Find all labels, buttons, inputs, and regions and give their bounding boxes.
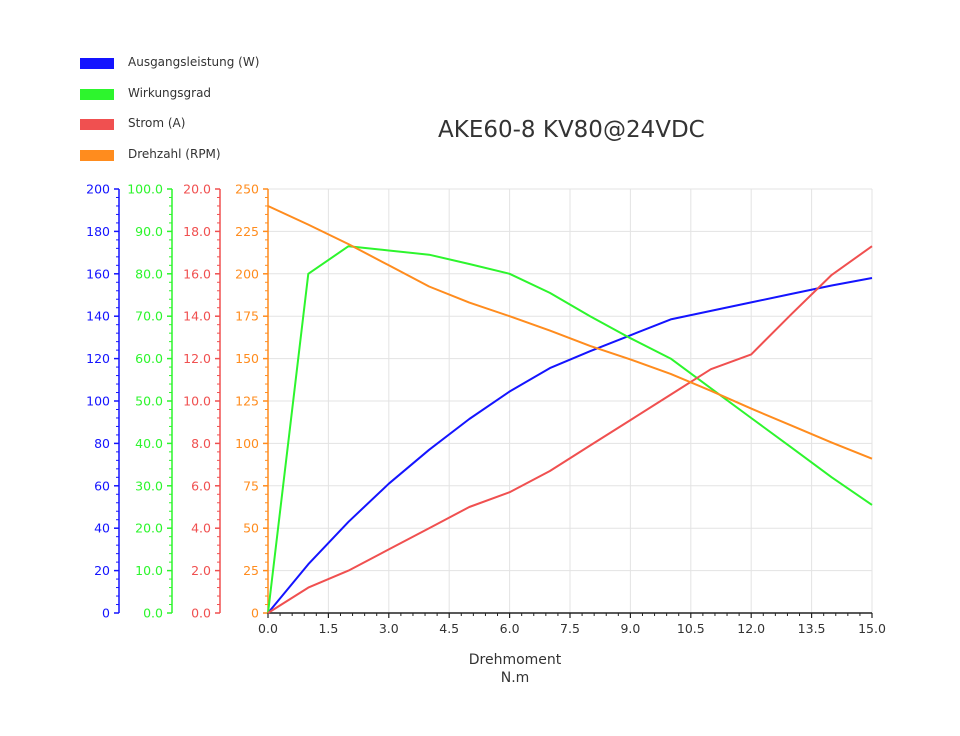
y-tick-label-current: 6.0 <box>191 478 211 493</box>
y-tick-label-power: 60 <box>94 478 110 493</box>
y-tick-label-current: 14.0 <box>183 309 211 324</box>
y-tick-label-efficiency: 100.0 <box>127 182 163 197</box>
y-tick-label-efficiency: 20.0 <box>135 521 163 536</box>
y-tick-label-efficiency: 30.0 <box>135 478 163 493</box>
legend-swatch-efficiency <box>80 88 114 100</box>
x-tick-label: 6.0 <box>500 621 520 636</box>
y-tick-label-speed: 225 <box>235 224 259 239</box>
legend-label-current: Strom (A) <box>128 116 186 130</box>
y-tick-label-speed: 150 <box>235 351 259 366</box>
y-tick-label-efficiency: 10.0 <box>135 563 163 578</box>
x-axis-unit: N.m <box>500 670 530 686</box>
x-axis-label: Drehmoment N.m <box>469 651 562 687</box>
legend-swatch-power <box>80 58 114 69</box>
y-tick-label-efficiency: 0.0 <box>143 606 163 621</box>
x-axis-title: Drehmoment <box>468 652 562 668</box>
y-tick-label-speed: 200 <box>235 266 259 281</box>
grid-lines <box>268 188 873 613</box>
y-tick-label-efficiency: 90.0 <box>135 224 163 239</box>
chart-title: AKE60-8 KV80@24VDC <box>438 117 705 143</box>
y-tick-label-efficiency: 60.0 <box>135 351 163 366</box>
y-tick-label-power: 80 <box>94 436 110 451</box>
y-tick-label-efficiency: 50.0 <box>135 394 163 409</box>
y-tick-label-speed: 75 <box>243 478 259 493</box>
series-line-current <box>267 245 873 614</box>
y-tick-label-power: 200 <box>86 182 110 197</box>
y-tick-label-current: 2.0 <box>191 563 211 578</box>
x-tick-label: 4.5 <box>439 621 459 636</box>
x-tick-label: 10.5 <box>677 621 705 636</box>
series-line-power <box>267 277 873 614</box>
y-tick-label-current: 8.0 <box>191 436 211 451</box>
x-tick-label: 0.0 <box>258 621 278 636</box>
y-tick-label-speed: 100 <box>235 436 259 451</box>
x-tick-label: 12.0 <box>737 621 765 636</box>
x-tick-label: 15.0 <box>858 621 886 636</box>
x-tick-label: 9.0 <box>620 621 640 636</box>
y-tick-label-efficiency: 40.0 <box>135 436 163 451</box>
y-tick-label-power: 0 <box>102 606 110 621</box>
series-line-speed <box>267 205 873 460</box>
y-tick-label-power: 20 <box>94 563 110 578</box>
y-tick-label-speed: 125 <box>235 394 259 409</box>
y-tick-label-power: 40 <box>94 521 110 536</box>
y-tick-label-speed: 0 <box>251 606 259 621</box>
y-tick-label-efficiency: 70.0 <box>135 309 163 324</box>
legend-swatch-speed <box>80 149 114 161</box>
y-tick-label-current: 0.0 <box>191 606 211 621</box>
y-tick-label-current: 12.0 <box>183 351 211 366</box>
y-tick-label-power: 140 <box>86 309 110 324</box>
legend-label-power: Ausgangsleistung (W) <box>128 55 260 69</box>
y-tick-label-power: 100 <box>86 394 110 409</box>
y-tick-label-speed: 25 <box>243 563 259 578</box>
x-tick-label: 1.5 <box>318 621 338 636</box>
y-tick-label-current: 16.0 <box>183 266 211 281</box>
y-tick-label-speed: 50 <box>243 521 259 536</box>
y-tick-label-current: 18.0 <box>183 224 211 239</box>
x-tick-label: 7.5 <box>560 621 580 636</box>
x-tick-label: 3.0 <box>379 621 399 636</box>
y-tick-label-speed: 250 <box>235 182 259 197</box>
y-tick-label-power: 160 <box>86 266 110 281</box>
x-axis: 0.0 1.5 3.0 4.5 6.0 7.5 9.0 10.5 12.0 13.5 15.0 <box>258 612 886 636</box>
y-tick-label-speed: 175 <box>235 309 259 324</box>
x-tick-label: 13.5 <box>798 621 826 636</box>
y-tick-label-current: 20.0 <box>183 182 211 197</box>
legend-label-efficiency: Wirkungsgrad <box>128 85 212 100</box>
y-tick-label-current: 4.0 <box>191 521 211 536</box>
series-lines <box>267 205 873 614</box>
y-axes: 0 20 40 60 80 100 120 140 160 180 200 0.0 10.0 20.0 30… <box>86 182 269 621</box>
legend-swatch-current <box>80 119 114 130</box>
legend-label-speed: Drehzahl (RPM) <box>128 146 221 161</box>
series-line-efficiency <box>267 245 873 614</box>
y-tick-label-power: 180 <box>86 224 110 239</box>
y-tick-label-current: 10.0 <box>183 394 211 409</box>
y-tick-label-efficiency: 80.0 <box>135 266 163 281</box>
y-tick-label-power: 120 <box>86 351 110 366</box>
